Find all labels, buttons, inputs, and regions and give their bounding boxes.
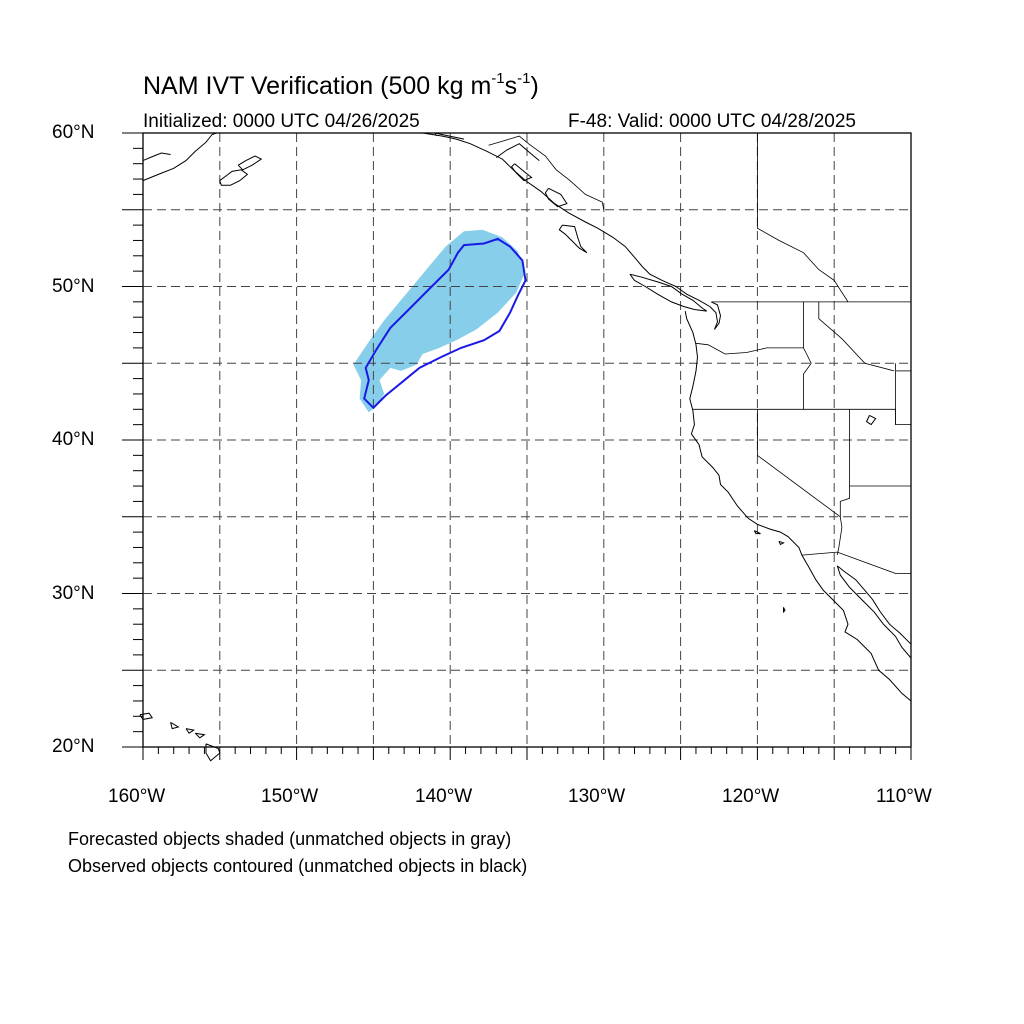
coastline-segment <box>170 721 180 730</box>
coastline-segment <box>629 273 707 312</box>
boundary-segment <box>695 342 804 355</box>
coastline-segment <box>753 530 761 535</box>
coastline-segment <box>709 301 722 330</box>
observed-note: Observed objects contoured (unmatched ob… <box>68 856 528 876</box>
observed-ivt-contour <box>363 237 527 410</box>
coastline-segment <box>684 311 912 702</box>
coastline-segment <box>836 565 912 645</box>
lon-label-110w: 110°W <box>876 786 932 807</box>
lon-label-120w: 120°W <box>722 786 780 807</box>
boundary-segment <box>895 409 911 426</box>
lon-label-130w: 130°W <box>568 786 626 807</box>
boundary-segment <box>488 135 605 210</box>
coastline-segment <box>783 607 786 614</box>
coastline-segment <box>194 732 206 739</box>
coastline-segment <box>205 743 221 762</box>
boundary-segment <box>836 516 843 556</box>
coastline-segment <box>510 163 533 182</box>
lon-label-160w: 160°W <box>108 786 166 807</box>
forecast-ivt-object <box>353 229 526 413</box>
coastline-segment <box>422 132 711 307</box>
observed-object-layer <box>363 237 527 410</box>
forecast-note: Forecasted objects shaded (unmatched obj… <box>68 829 512 849</box>
lat-label-20n: 20°N <box>52 736 95 757</box>
lat-label-40n: 40°N <box>52 429 95 450</box>
coastline-segment <box>865 414 877 426</box>
coastline-segment <box>219 169 249 186</box>
valid-time-subtitle: F-48: Valid: 0000 UTC 04/28/2025 <box>568 111 856 132</box>
boundary-segment <box>818 301 895 372</box>
coastline-segment <box>142 152 171 162</box>
coastline-segment <box>836 565 912 659</box>
map-frame <box>142 132 912 748</box>
coastline-segment <box>185 728 195 734</box>
coastline-segment <box>544 187 568 208</box>
graticule-layer <box>143 133 911 747</box>
lon-label-140w: 140°W <box>415 786 473 807</box>
coastline-segment <box>142 132 217 182</box>
lat-label-60n: 60°N <box>52 122 95 143</box>
coastline-segment <box>496 143 540 161</box>
coastline-segment <box>558 224 588 254</box>
legend-notes: Forecasted objects shaded (unmatched obj… <box>68 826 527 880</box>
coastline-segment <box>139 712 154 720</box>
init-time-subtitle: Initialized: 0000 UTC 04/26/2025 <box>143 111 420 132</box>
boundary-segment <box>803 301 812 410</box>
lat-label-30n: 30°N <box>52 583 95 604</box>
axis-ticks-layer <box>122 132 912 760</box>
lat-label-50n: 50°N <box>52 276 95 297</box>
coastline-segment <box>237 155 263 171</box>
boundary-segment <box>757 409 841 518</box>
coastline-layer <box>139 132 912 762</box>
coastline-segment <box>778 540 785 546</box>
map-title: NAM IVT Verification (500 kg m-1s-1) <box>143 69 539 100</box>
boundary-segment <box>757 133 849 303</box>
boundary-segment <box>839 409 850 517</box>
lon-label-150w: 150°W <box>261 786 319 807</box>
forecast-object-layer <box>353 229 526 413</box>
boundary-segment <box>801 551 911 574</box>
